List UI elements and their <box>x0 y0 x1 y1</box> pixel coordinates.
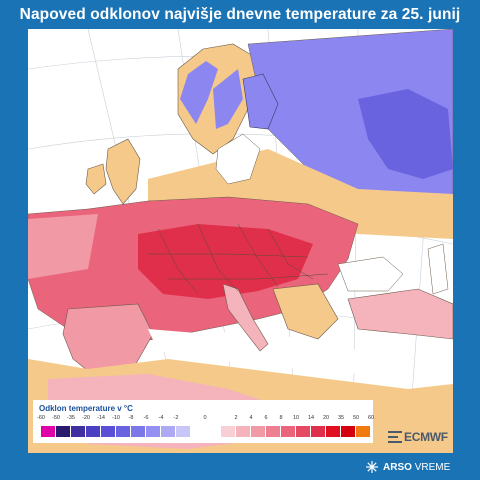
legend-ticks: -60 -50 -35 -20 -14 -10 -8 -6 -4 -2 0 2 4 6 8 10 14 20 35 5… <box>33 415 375 425</box>
legend-swatch-positive-1 <box>236 426 251 437</box>
region-sweden-cool <box>213 69 243 129</box>
legend-tick-label: 60 <box>367 415 375 421</box>
legend-tick-label: -14 <box>97 415 105 421</box>
legend-tick-label: 0 <box>203 415 207 421</box>
legend-tick-label: 14 <box>307 415 315 421</box>
sea-black <box>337 256 404 292</box>
sea-baltic <box>215 133 261 185</box>
legend-swatch-negative-5 <box>116 426 131 437</box>
brand-regular: VREME <box>414 461 451 473</box>
legend-tick-label: 2 <box>234 415 238 421</box>
region-very-warm <box>138 224 313 299</box>
legend-swatch-negative-3 <box>86 426 101 437</box>
region-east-dark <box>358 89 453 179</box>
legend-swatch-positive-8 <box>341 426 356 437</box>
legend-tick-label: -20 <box>82 415 90 421</box>
arso-brand: ARSO VREME <box>366 461 450 473</box>
region-atlantic-warm <box>28 214 98 279</box>
legend-tick-label: -50 <box>52 415 60 421</box>
legend-bar-negative <box>41 426 191 437</box>
region-ireland <box>85 163 107 195</box>
ecmwf-logo-text: ECMWF <box>404 430 448 444</box>
legend-swatch-positive-6 <box>311 426 326 437</box>
legend-tick-label: 6 <box>264 415 268 421</box>
map-title: Napoved odklonov najvišje dnevne tempera… <box>19 6 461 23</box>
legend-swatch-positive-5 <box>296 426 311 437</box>
legend-tick-label: 10 <box>292 415 300 421</box>
legend-swatch-positive-3 <box>266 426 281 437</box>
legend-tick-label: -60 <box>37 415 45 421</box>
legend-swatch-positive-0 <box>221 426 236 437</box>
legend-swatch-negative-2 <box>71 426 86 437</box>
ecmwf-logo-icon <box>388 431 402 443</box>
legend-swatch-negative-1 <box>56 426 71 437</box>
region-uk <box>105 138 141 205</box>
region-balkans <box>272 283 339 340</box>
legend-tick-label: 50 <box>352 415 360 421</box>
legend: Odklon temperature v °C -60 -50 -35 -20 -14-… <box>33 400 375 443</box>
legend-swatch-negative-0 <box>41 426 56 437</box>
borders <box>148 223 329 295</box>
legend-tick-label: 4 <box>249 415 253 421</box>
legend-tick-label: 35 <box>337 415 345 421</box>
legend-swatch-negative-7 <box>146 426 161 437</box>
region-turkey <box>347 288 453 340</box>
legend-swatch-positive-9 <box>356 426 371 437</box>
legend-tick-label: -35 <box>67 415 75 421</box>
region-norway-cool <box>180 61 218 124</box>
legend-swatch-negative-9 <box>176 426 191 437</box>
legend-title: Odklon temperature v °C <box>39 404 133 413</box>
legend-swatch-positive-2 <box>251 426 266 437</box>
snowflake-icon <box>366 461 378 473</box>
legend-swatch-positive-4 <box>281 426 296 437</box>
legend-swatch-positive-7 <box>326 426 341 437</box>
legend-tick-label: -6 <box>143 415 149 421</box>
legend-tick-label: -8 <box>128 415 134 421</box>
region-italy <box>222 283 269 352</box>
legend-tick-label: 20 <box>322 415 330 421</box>
legend-tick-label: -4 <box>158 415 164 421</box>
brand-bold: ARSO <box>383 461 412 473</box>
region-finland <box>242 73 279 130</box>
legend-tick-label: -10 <box>112 415 120 421</box>
legend-tick-label: 8 <box>279 415 283 421</box>
legend-swatch-negative-6 <box>131 426 146 437</box>
sea-mediterranean <box>148 329 408 374</box>
ecmwf-logo: ECMWF <box>388 430 448 444</box>
anomaly-map <box>28 29 453 453</box>
legend-swatch-negative-4 <box>101 426 116 437</box>
legend-swatch-negative-8 <box>161 426 176 437</box>
sea-caspian <box>427 243 449 295</box>
legend-bar-positive <box>221 426 371 437</box>
map-canvas <box>28 29 453 453</box>
legend-tick-label: -2 <box>173 415 179 421</box>
